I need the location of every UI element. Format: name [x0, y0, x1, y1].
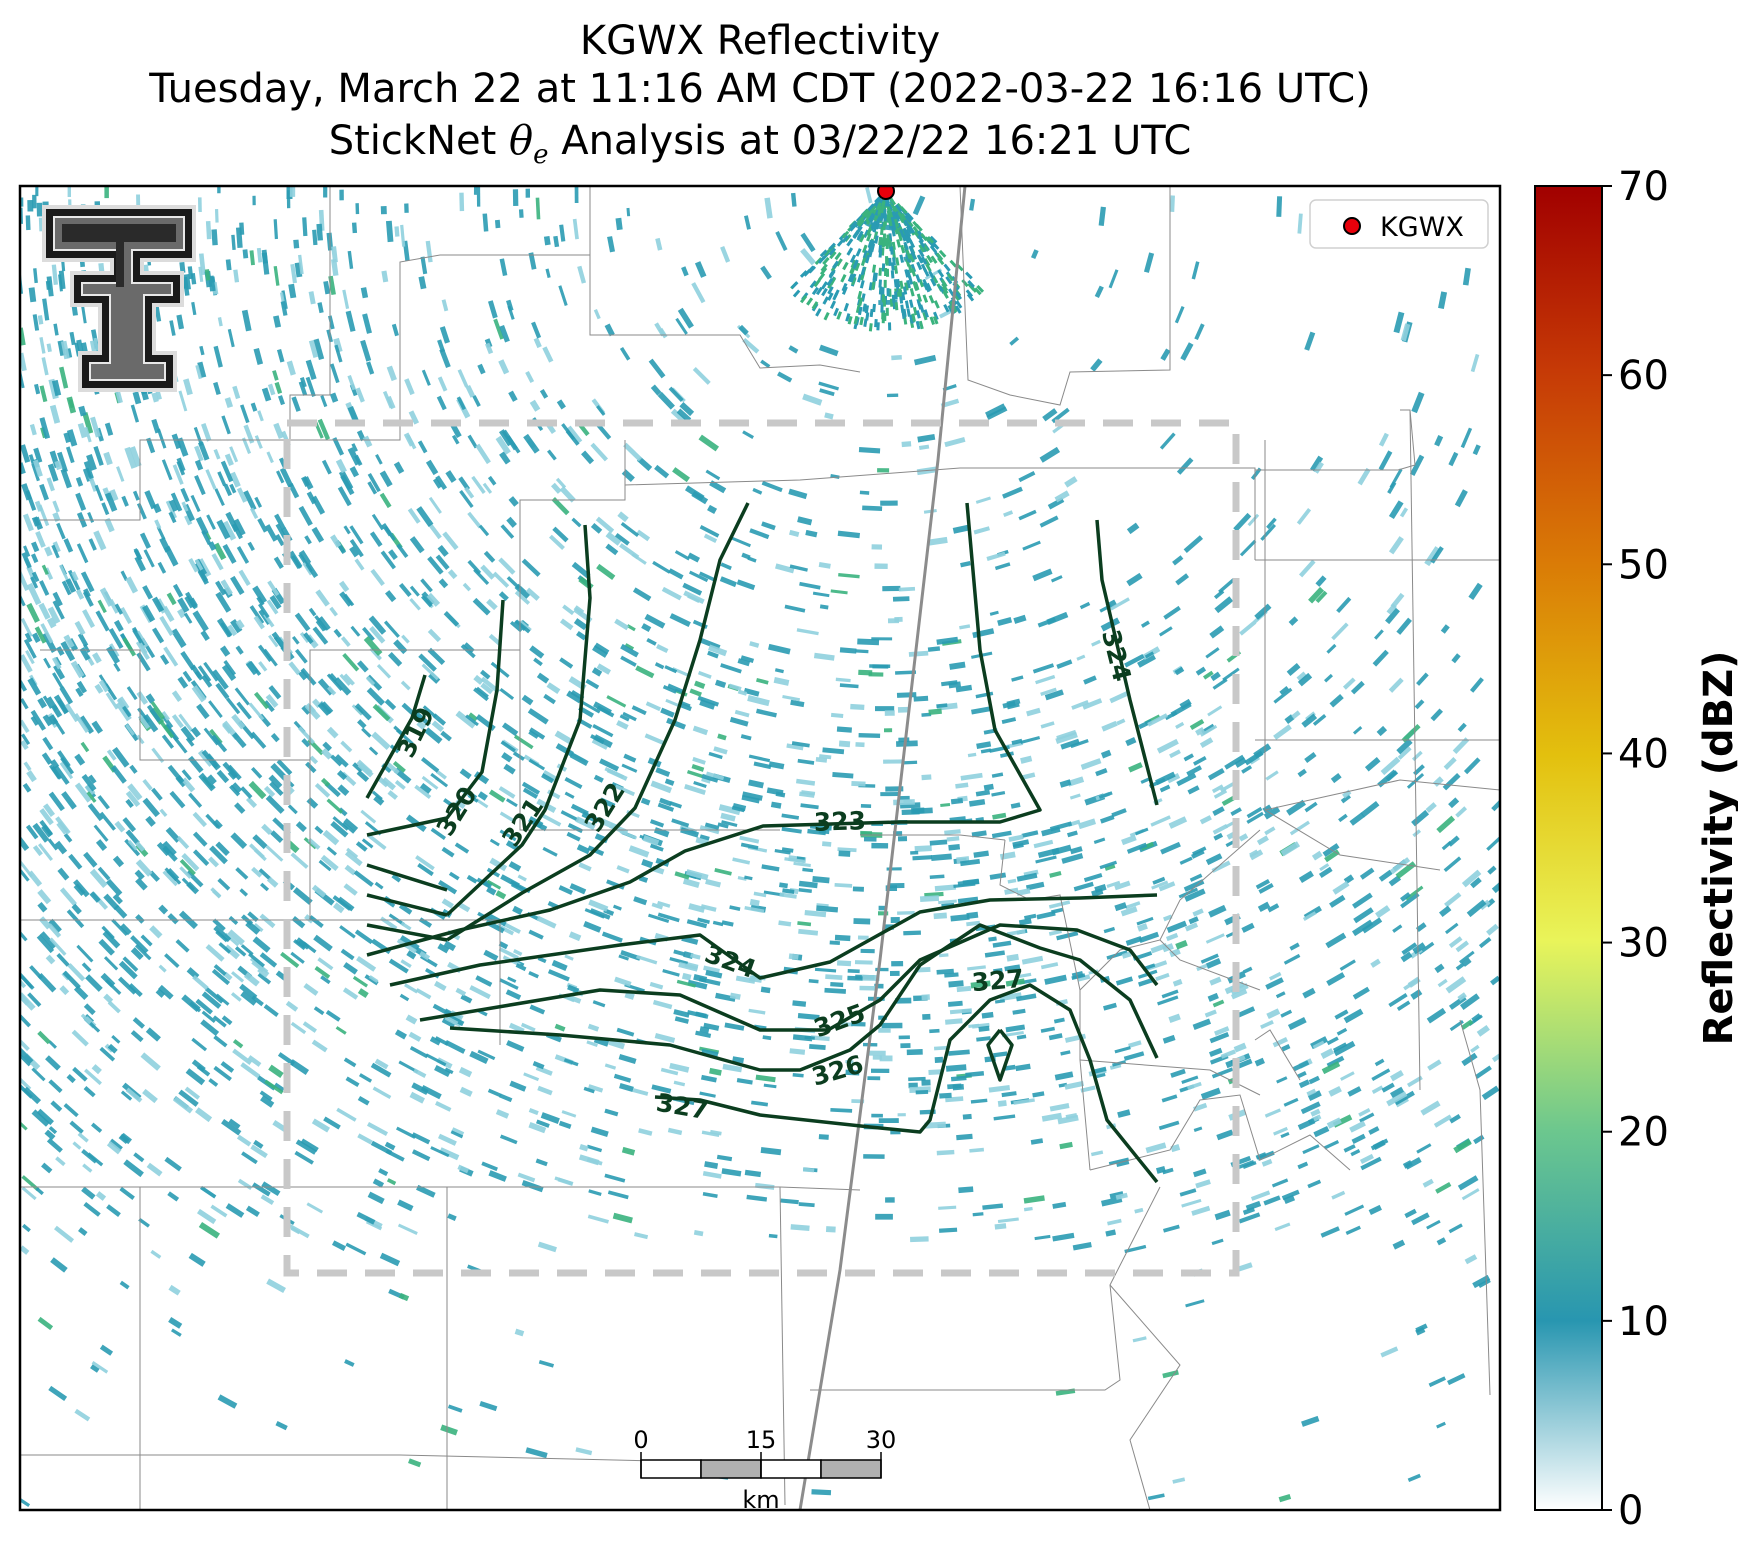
radar-beam-line [798, 186, 967, 1510]
contour-322a [446, 502, 750, 942]
contour-321a [445, 524, 592, 917]
map-panel: 319 320 321 322 323 324 324 325 326 327 … [20, 186, 1500, 1510]
contour-324b [389, 893, 1158, 987]
map-frame [18, 184, 1502, 1512]
county-boundaries [20, 186, 1500, 1510]
colorbar-label: Reflectivity (dBZ) [1696, 651, 1738, 1046]
title-line-2: Tuesday, March 22 at 11:16 AM CDT (2022-… [149, 66, 1371, 112]
colorbar-tick-label: 70 [1618, 164, 1669, 210]
contour-327 [654, 983, 1159, 1184]
contour-326 [449, 923, 1159, 1072]
contour-label: 323 [813, 806, 866, 837]
colorbar-gradient [1534, 185, 1603, 1511]
colorbar: 0 10 20 30 40 50 60 70 Reflectivity (dBZ) [1534, 164, 1738, 1534]
colorbar-tick-label: 20 [1618, 1110, 1669, 1156]
map-legend: KGWX [1309, 199, 1489, 249]
colorbar-tick-label: 50 [1618, 542, 1669, 588]
scale-bar: 0 15 30 km [633, 1426, 896, 1514]
theta-e-contours [365, 502, 1159, 1184]
contour-321b [366, 893, 448, 917]
title-line-3-prefix: StickNet [328, 118, 497, 164]
legend-label: KGWX [1380, 212, 1464, 243]
title-line-1: KGWX Reflectivity [579, 18, 941, 64]
title-line-3-suffix: Analysis at 03/22/22 16:21 UTC [561, 118, 1192, 164]
scale-tick: 0 [633, 1426, 648, 1454]
contour-319 [365, 674, 427, 799]
radar-site-marker [877, 186, 895, 200]
analysis-domain-box [283, 419, 1240, 1277]
colorbar-ticks: 0 10 20 30 40 50 60 70 [1602, 164, 1669, 1534]
scale-tick: 30 [866, 1426, 897, 1454]
legend-marker [1343, 217, 1361, 235]
contour-label: 327 [971, 964, 1026, 997]
contour-323 [366, 502, 1042, 957]
scale-tick: 15 [746, 1426, 777, 1454]
contour-325 [419, 923, 1159, 1032]
scale-unit: km [742, 1486, 779, 1514]
contour-320b [366, 863, 448, 892]
colorbar-tick-label: 60 [1618, 353, 1669, 399]
colorbar-tick-label: 40 [1618, 731, 1669, 777]
contour-320a [366, 599, 505, 837]
colorbar-tick-label: 0 [1618, 1488, 1643, 1534]
title-line-3: StickNet θe Analysis at 03/22/22 16:21 U… [20, 118, 1500, 178]
contour-324a [1095, 519, 1159, 806]
theta-e-symbol: θe [509, 118, 549, 170]
colorbar-tick-label: 10 [1618, 1299, 1669, 1345]
contour-327-loop [986, 1028, 1014, 1082]
reflectivity-echoes [20, 186, 1500, 1508]
texas-tech-double-t-logo [42, 205, 196, 392]
colorbar-tick-label: 30 [1618, 921, 1669, 967]
